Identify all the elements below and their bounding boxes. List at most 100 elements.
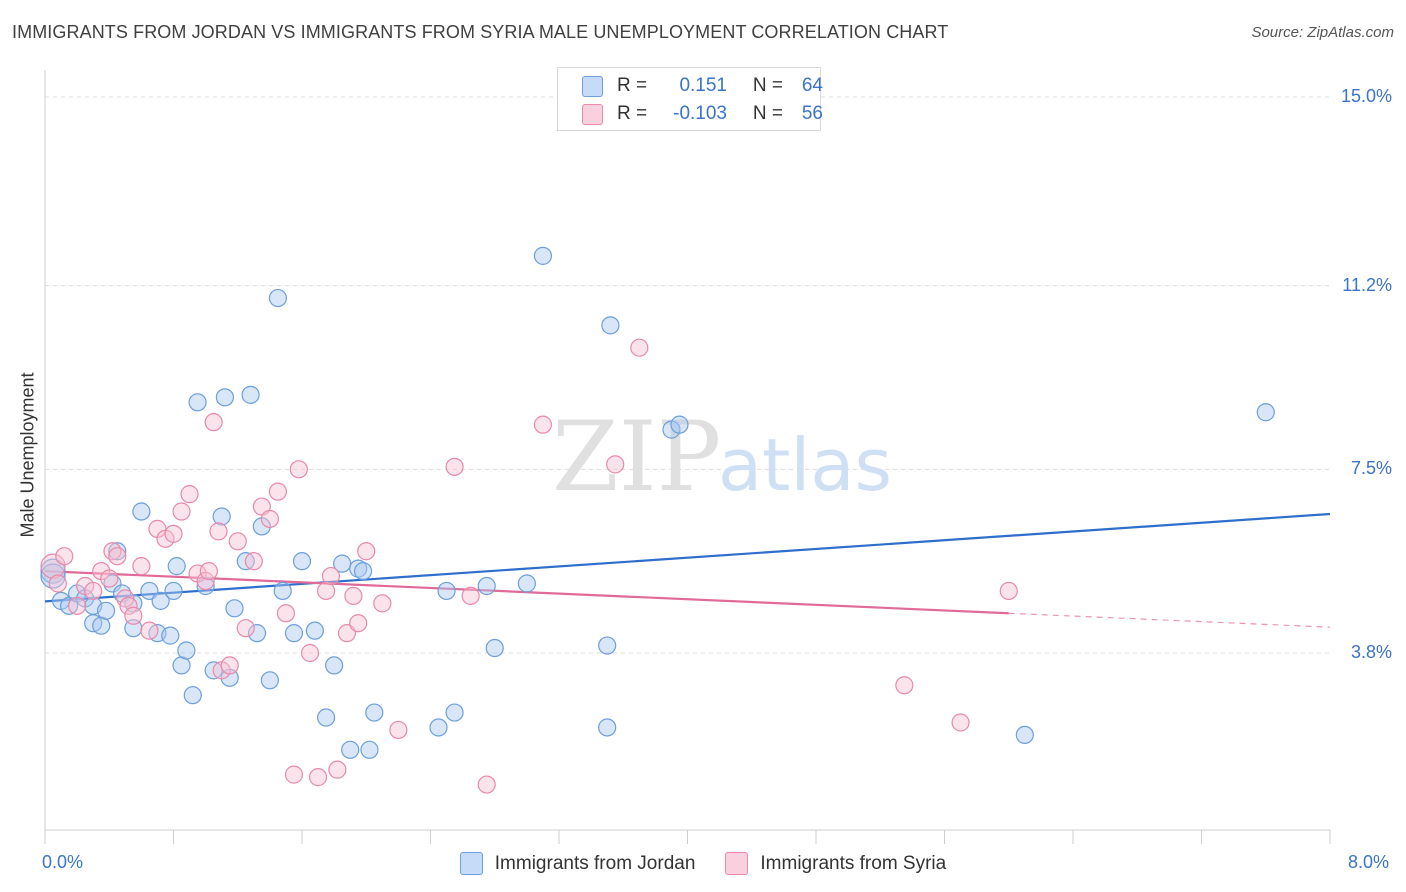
watermark-zip: ZIP bbox=[552, 401, 721, 513]
gridlines bbox=[45, 96, 1330, 654]
point-jordan-23 bbox=[177, 641, 196, 660]
legend-item-jordan: Immigrants from Jordan bbox=[459, 852, 696, 875]
point-syria-44 bbox=[357, 542, 376, 561]
y-tick-label-1: 7.5% bbox=[1350, 458, 1392, 479]
data-points bbox=[40, 246, 1275, 794]
point-syria-22 bbox=[199, 561, 218, 581]
point-jordan-49 bbox=[365, 703, 384, 722]
point-syria-13 bbox=[132, 557, 151, 576]
point-syria-27 bbox=[228, 532, 247, 551]
y-tick-label-2: 11.2% bbox=[1342, 274, 1392, 295]
point-syria-23 bbox=[204, 413, 223, 432]
legend-n-value-syria: 56 bbox=[801, 103, 823, 124]
point-jordan-25 bbox=[188, 393, 207, 412]
point-jordan-11 bbox=[108, 542, 127, 561]
point-jordan-36 bbox=[260, 671, 279, 690]
point-jordan-15 bbox=[132, 502, 151, 521]
legend-swatch-syria bbox=[725, 852, 749, 875]
point-syria-17 bbox=[164, 524, 183, 543]
point-jordan-29 bbox=[215, 388, 234, 407]
point-jordan-10 bbox=[103, 574, 122, 593]
point-syria-53 bbox=[895, 676, 914, 695]
trend-line-jordan bbox=[44, 512, 1331, 603]
point-jordan-19 bbox=[161, 626, 180, 645]
point-jordan-55 bbox=[517, 574, 536, 593]
point-jordan-48 bbox=[360, 740, 379, 759]
x-tick-min: 0.0% bbox=[42, 852, 84, 872]
point-syria-50 bbox=[533, 415, 553, 434]
chart-source: Source: ZipAtlas.com bbox=[1251, 24, 1394, 41]
point-syria-40 bbox=[328, 760, 347, 779]
point-syria-0 bbox=[40, 553, 66, 579]
x-tick-max: 8.0% bbox=[1348, 852, 1390, 872]
point-syria-42 bbox=[344, 586, 363, 606]
point-syria-18 bbox=[172, 502, 191, 521]
point-jordan-63 bbox=[1256, 403, 1275, 422]
point-syria-21 bbox=[196, 571, 215, 591]
point-jordan-54 bbox=[485, 638, 504, 658]
point-jordan-34 bbox=[247, 624, 267, 643]
point-jordan-61 bbox=[670, 415, 689, 434]
series-legend: Immigrants from Jordan Immigrants from S… bbox=[0, 852, 1406, 875]
point-jordan-45 bbox=[341, 740, 360, 759]
point-syria-33 bbox=[276, 604, 296, 623]
point-jordan-47 bbox=[353, 561, 373, 581]
legend-item-syria: Immigrants from Syria bbox=[725, 852, 946, 875]
legend-r-label: R = bbox=[617, 75, 648, 96]
point-syria-14 bbox=[140, 621, 159, 640]
legend-swatch-jordan bbox=[582, 75, 603, 97]
point-jordan-58 bbox=[598, 636, 617, 655]
point-syria-5 bbox=[84, 581, 103, 601]
point-syria-1 bbox=[48, 574, 67, 593]
point-syria-26 bbox=[220, 656, 239, 675]
legend-label-jordan: Immigrants from Jordan bbox=[494, 852, 696, 874]
point-jordan-39 bbox=[284, 624, 304, 643]
legend-row-syria: R = -0.103 N = 56 bbox=[582, 100, 823, 128]
point-syria-7 bbox=[100, 569, 119, 588]
legend-label-syria: Immigrants from Syria bbox=[760, 852, 947, 874]
point-syria-39 bbox=[321, 566, 341, 586]
legend-n-label: N = bbox=[752, 103, 783, 124]
point-syria-2 bbox=[55, 547, 74, 566]
point-syria-32 bbox=[268, 482, 288, 501]
point-jordan-33 bbox=[241, 385, 260, 404]
point-jordan-52 bbox=[445, 703, 464, 722]
point-jordan-46 bbox=[349, 559, 368, 578]
point-syria-55 bbox=[999, 581, 1018, 601]
legend-r-value-jordan: 0.151 bbox=[679, 75, 727, 96]
axes bbox=[44, 70, 1331, 844]
point-syria-35 bbox=[289, 460, 308, 479]
point-syria-29 bbox=[244, 552, 263, 571]
point-syria-52 bbox=[630, 338, 649, 357]
point-jordan-21 bbox=[167, 557, 186, 576]
point-jordan-56 bbox=[533, 246, 553, 265]
legend-r-label: R = bbox=[617, 103, 648, 124]
point-syria-36 bbox=[300, 643, 320, 663]
point-jordan-24 bbox=[183, 686, 202, 705]
point-syria-45 bbox=[373, 594, 392, 613]
point-jordan-37 bbox=[268, 288, 288, 308]
point-jordan-62 bbox=[1015, 725, 1034, 745]
point-jordan-28 bbox=[212, 507, 231, 526]
point-jordan-53 bbox=[477, 576, 496, 596]
point-syria-43 bbox=[349, 614, 368, 633]
point-syria-31 bbox=[260, 509, 279, 529]
trend-line-syria-extension bbox=[1008, 612, 1331, 628]
y-axis-label: Male Unemployment bbox=[17, 372, 38, 538]
legend-r-value-syria: -0.103 bbox=[673, 103, 727, 124]
point-jordan-40 bbox=[292, 552, 312, 571]
legend-row-jordan: R = 0.151 N = 64 bbox=[582, 72, 823, 100]
point-jordan-31 bbox=[225, 599, 244, 618]
point-syria-3 bbox=[68, 596, 87, 615]
point-syria-46 bbox=[389, 720, 408, 740]
legend-swatch-syria bbox=[582, 103, 603, 125]
correlation-legend: R = 0.151 N = 64 R = -0.103 N = 56 bbox=[557, 67, 823, 131]
point-syria-34 bbox=[284, 765, 304, 784]
point-syria-12 bbox=[124, 606, 143, 625]
point-jordan-50 bbox=[429, 718, 448, 737]
point-syria-47 bbox=[445, 457, 464, 476]
point-syria-24 bbox=[209, 522, 228, 541]
point-syria-48 bbox=[461, 586, 480, 606]
point-syria-19 bbox=[180, 485, 199, 504]
